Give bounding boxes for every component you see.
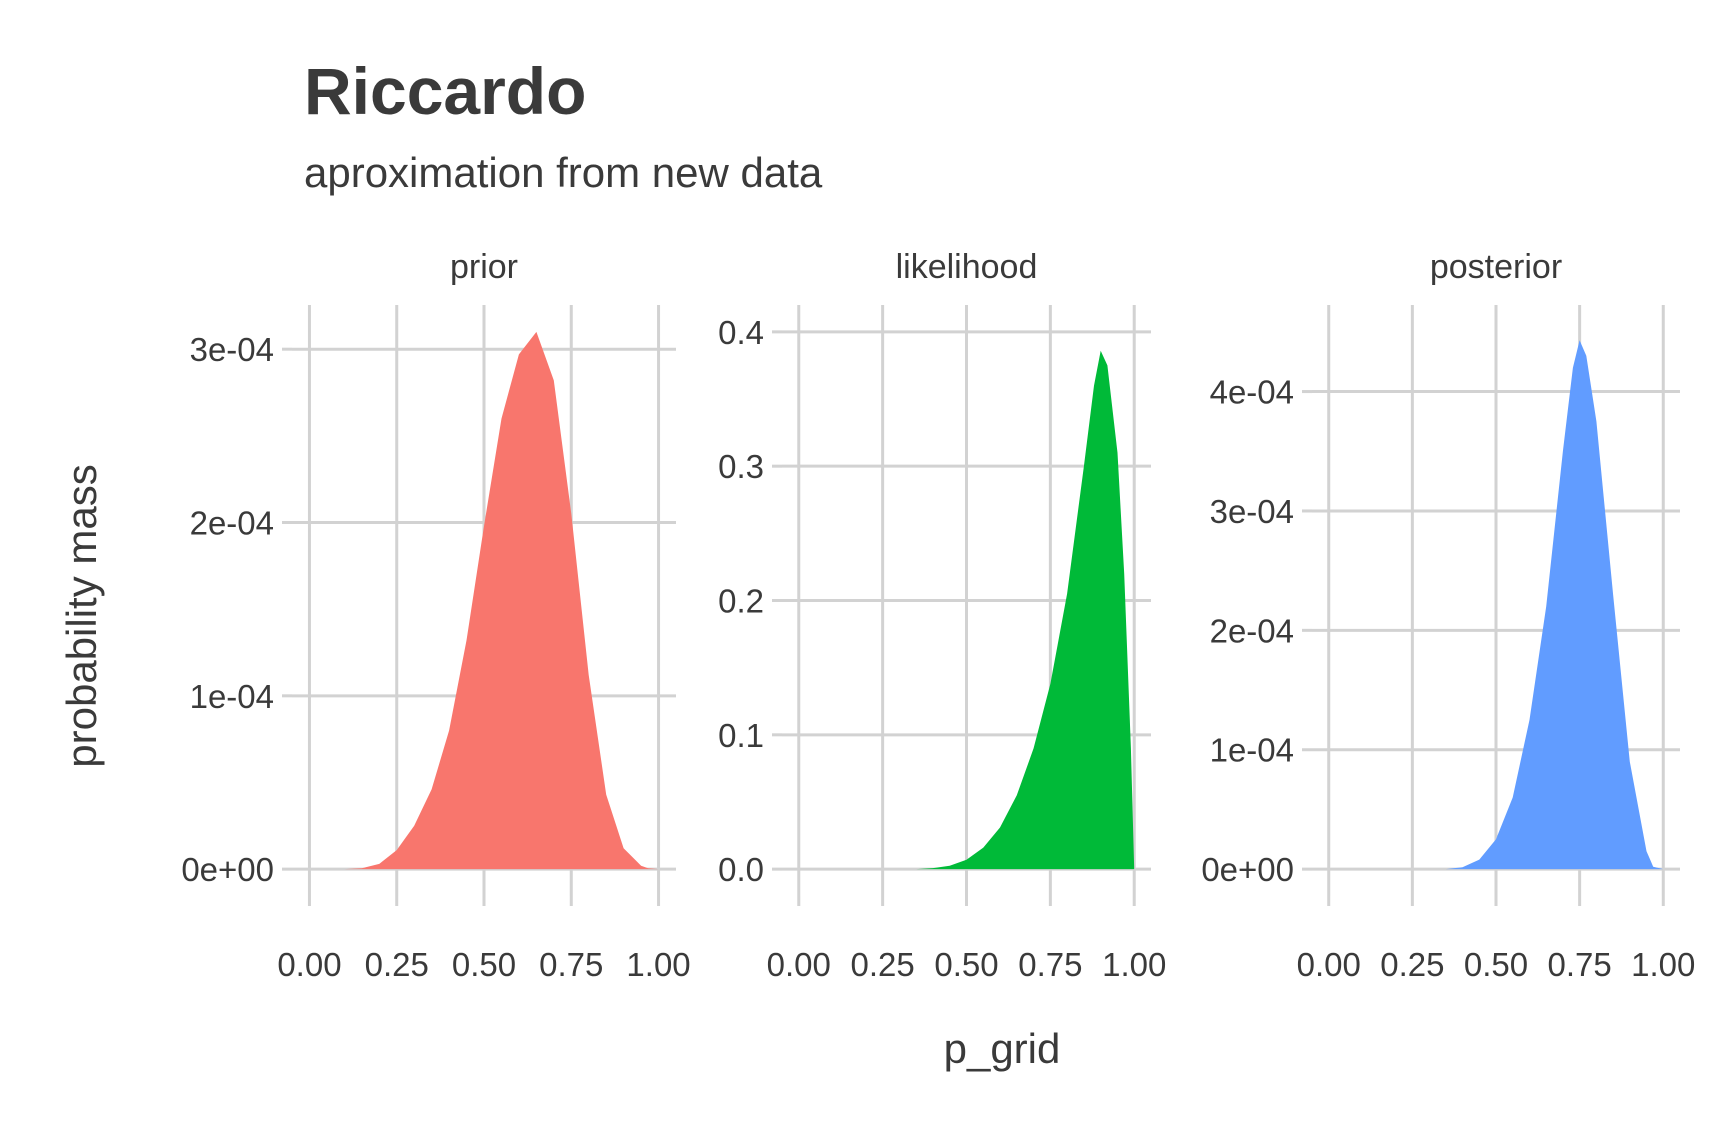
panel-likelihood: likelihood 0.00 0.25 0.50 0.75 1.00 0.0 0.1 0.2 0… xyxy=(718,248,1166,983)
panel-prior: prior 0.00 0.25 0.50 0.75 1.00 0e+00 1e-04 2e-04… xyxy=(181,248,690,983)
x-tick-label: 0.50 xyxy=(934,946,998,983)
x-tick-label: 0.50 xyxy=(452,946,516,983)
strip-label-likelihood: likelihood xyxy=(896,248,1038,286)
x-tick-label: 0.50 xyxy=(1464,946,1528,983)
panel-posterior: posterior 0.00 0.25 0.50 0.75 1.00 0e+00 1e-04 2… xyxy=(1201,248,1695,983)
x-tick-label: 1.00 xyxy=(626,946,690,983)
x-tick-label: 0.75 xyxy=(1018,946,1082,983)
y-tick-label: 2e-04 xyxy=(1210,612,1294,649)
y-tick-label: 0.0 xyxy=(718,851,764,888)
area-prior xyxy=(309,331,659,870)
y-tick-label: 0.2 xyxy=(718,583,764,620)
y-tick-label: 0.3 xyxy=(718,448,764,485)
y-tick-label: 0.4 xyxy=(718,314,764,351)
x-tick-label: 0.00 xyxy=(767,946,831,983)
x-tick-label: 0.75 xyxy=(539,946,603,983)
y-tick-label: 1e-04 xyxy=(190,678,274,715)
y-tick-label: 0e+00 xyxy=(1201,851,1294,888)
y-tick-label: 1e-04 xyxy=(1210,732,1294,769)
x-tick-label: 0.75 xyxy=(1548,946,1612,983)
x-axis-title: p_grid xyxy=(944,1025,1061,1072)
x-tick-label: 0.00 xyxy=(1297,946,1361,983)
y-tick-label: 4e-04 xyxy=(1210,374,1294,411)
chart-subtitle: aproximation from new data xyxy=(304,149,823,196)
facet-panels: prior 0.00 0.25 0.50 0.75 1.00 0e+00 1e-04 2e-04… xyxy=(181,248,1695,983)
x-tick-label: 1.00 xyxy=(1102,946,1166,983)
x-tick-label: 0.25 xyxy=(1380,946,1444,983)
y-tick-label: 0e+00 xyxy=(181,851,274,888)
area-likelihood xyxy=(798,350,1135,870)
y-tick-label: 3e-04 xyxy=(190,331,274,368)
y-tick-label: 0.1 xyxy=(718,717,764,754)
x-tick-label: 0.00 xyxy=(277,946,341,983)
chart-title: Riccardo xyxy=(304,54,586,128)
x-tick-label: 0.25 xyxy=(851,946,915,983)
strip-label-prior: prior xyxy=(450,248,518,286)
y-tick-label: 2e-04 xyxy=(190,505,274,542)
x-tick-label: 1.00 xyxy=(1631,946,1695,983)
y-tick-label: 3e-04 xyxy=(1210,493,1294,530)
area-posterior xyxy=(1328,340,1664,870)
strip-label-posterior: posterior xyxy=(1430,248,1562,286)
x-tick-label: 0.25 xyxy=(365,946,429,983)
y-axis-title: probability mass xyxy=(58,464,105,767)
